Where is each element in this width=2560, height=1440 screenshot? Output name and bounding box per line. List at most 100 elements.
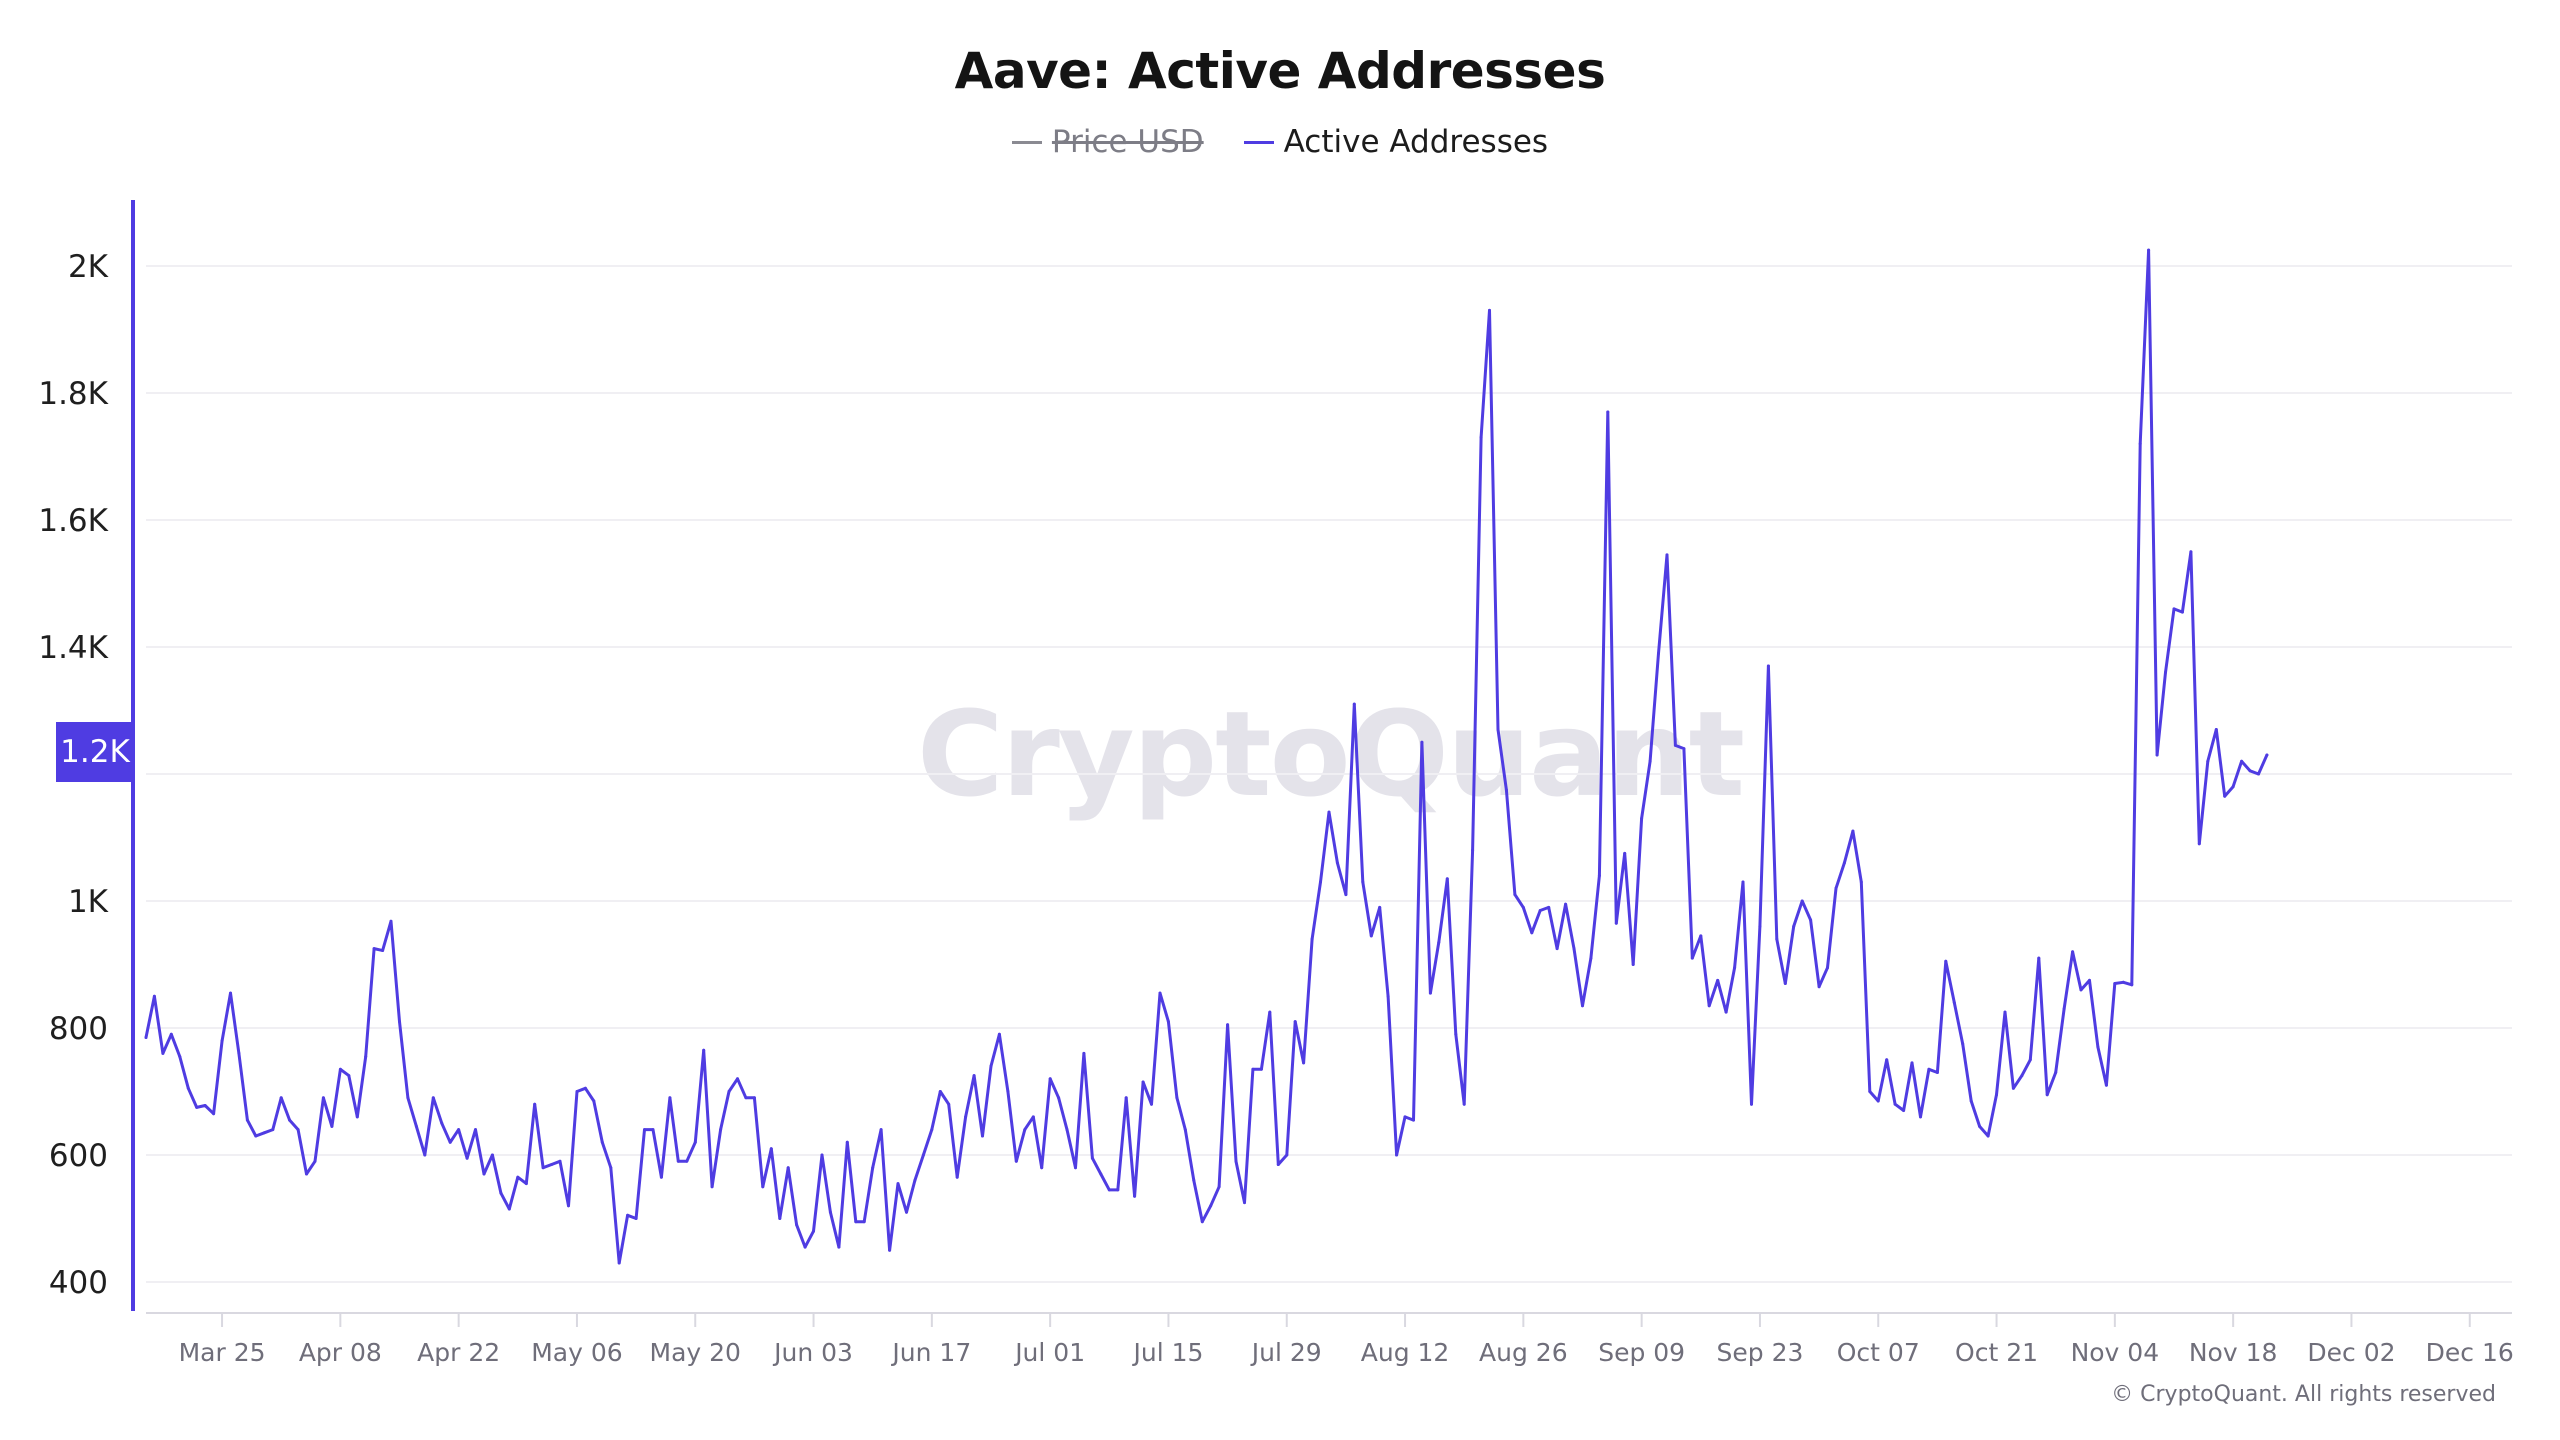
data-point [1682,747,1686,751]
data-point [490,1153,494,1157]
data-point [1014,1159,1018,1163]
data-point [896,1182,900,1186]
data-point [888,1248,892,1252]
x-tick-label: Sep 09 [1598,1338,1685,1367]
data-point [1420,740,1424,744]
data-point [1133,1194,1137,1198]
data-point [533,1102,537,1106]
data-point [752,1096,756,1100]
data-point [482,1172,486,1176]
x-tick-label: Aug 26 [1479,1338,1568,1367]
data-point [2197,842,2201,846]
data-point [2020,1074,2024,1078]
data-point [1141,1080,1145,1084]
data-point [1023,1128,1027,1132]
data-point [313,1159,317,1163]
data-point [1395,1153,1399,1157]
data-point [398,1020,401,1024]
data-point [1657,651,1660,655]
data-point [372,947,376,951]
x-tick-label: Jun 03 [772,1338,853,1367]
data-point [1082,1051,1086,1055]
data-point [1302,1061,1306,1065]
data-point [1640,817,1644,820]
chart-title: Aave: Active Addresses [954,42,1606,100]
data-point [930,1128,934,1132]
y-tick-label: 600 [49,1138,108,1174]
data-point [1555,947,1559,951]
data-point [1817,985,1821,989]
data-point [2257,772,2260,776]
data-point [381,949,385,952]
data-point [144,1036,148,1039]
data-point [474,1128,477,1132]
data-point [1969,1099,1973,1103]
legend-swatch-price-usd [1011,140,1042,144]
data-point [321,1096,325,1100]
data-point [1352,702,1356,706]
data-point [330,1124,334,1128]
data-point [152,994,156,998]
data-point [1530,931,1534,935]
data-point [1581,1004,1584,1008]
data-point [2011,1086,2015,1090]
data-point [1268,1010,1272,1014]
data-point [905,1210,908,1214]
data-point [212,1112,216,1116]
data-point [651,1128,655,1132]
data-point [710,1185,714,1189]
data-point [1226,1023,1230,1027]
x-tick-label: Dec 16 [2426,1338,2514,1367]
legend-item-active-addresses[interactable]: Active Addresses [1243,124,1548,160]
data-point [1183,1128,1187,1132]
data-point [778,1217,782,1220]
data-point [1733,966,1737,970]
data-point [643,1128,646,1132]
data-point [693,1140,697,1144]
data-point [2045,1093,2049,1097]
data-point [1488,308,1491,312]
data-point [803,1245,807,1249]
grid-lines [146,265,2512,1283]
data-point [1978,1124,1982,1128]
data-point [2088,978,2091,982]
data-point [1344,893,1348,897]
data-point [955,1175,959,1179]
watermark-logo: CryptoQuant [917,685,1743,823]
data-point [1251,1067,1255,1071]
data-point [1504,788,1508,792]
series-line-active-addresses[interactable] [144,248,2269,1265]
data-point [1868,1090,1872,1093]
x-tick-label: Oct 07 [1837,1338,1920,1367]
y-axis-highlight-label: 1.2K [56,722,134,782]
data-point [1631,963,1635,966]
x-tick-label: Sep 23 [1717,1338,1804,1367]
data-point [1175,1096,1179,1100]
data-point [1090,1156,1094,1160]
data-point [592,1099,596,1103]
data-point [702,1048,706,1052]
data-point [727,1090,731,1093]
data-point [229,991,232,995]
legend-item-price-usd[interactable]: Price USD [1011,124,1204,160]
y-tick-label: 400 [49,1265,108,1301]
data-point [1919,1115,1922,1119]
x-tick-label: Nov 18 [2189,1338,2278,1367]
data-point [440,1121,444,1125]
data-point [2096,1045,2100,1049]
data-point [879,1128,883,1132]
x-tick-label: Jul 29 [1250,1338,1322,1367]
data-point [1766,664,1770,668]
data-point [1893,1102,1897,1106]
data-point [1910,1061,1914,1065]
data-point [981,1134,984,1138]
data-point [1741,880,1745,884]
data-point [1961,1042,1965,1046]
data-point [1479,435,1483,439]
data-point [338,1067,342,1071]
data-point [1513,893,1517,897]
data-point [659,1175,663,1179]
data-point [2214,728,2218,731]
data-point [2113,982,2117,985]
data-point [2147,248,2151,252]
